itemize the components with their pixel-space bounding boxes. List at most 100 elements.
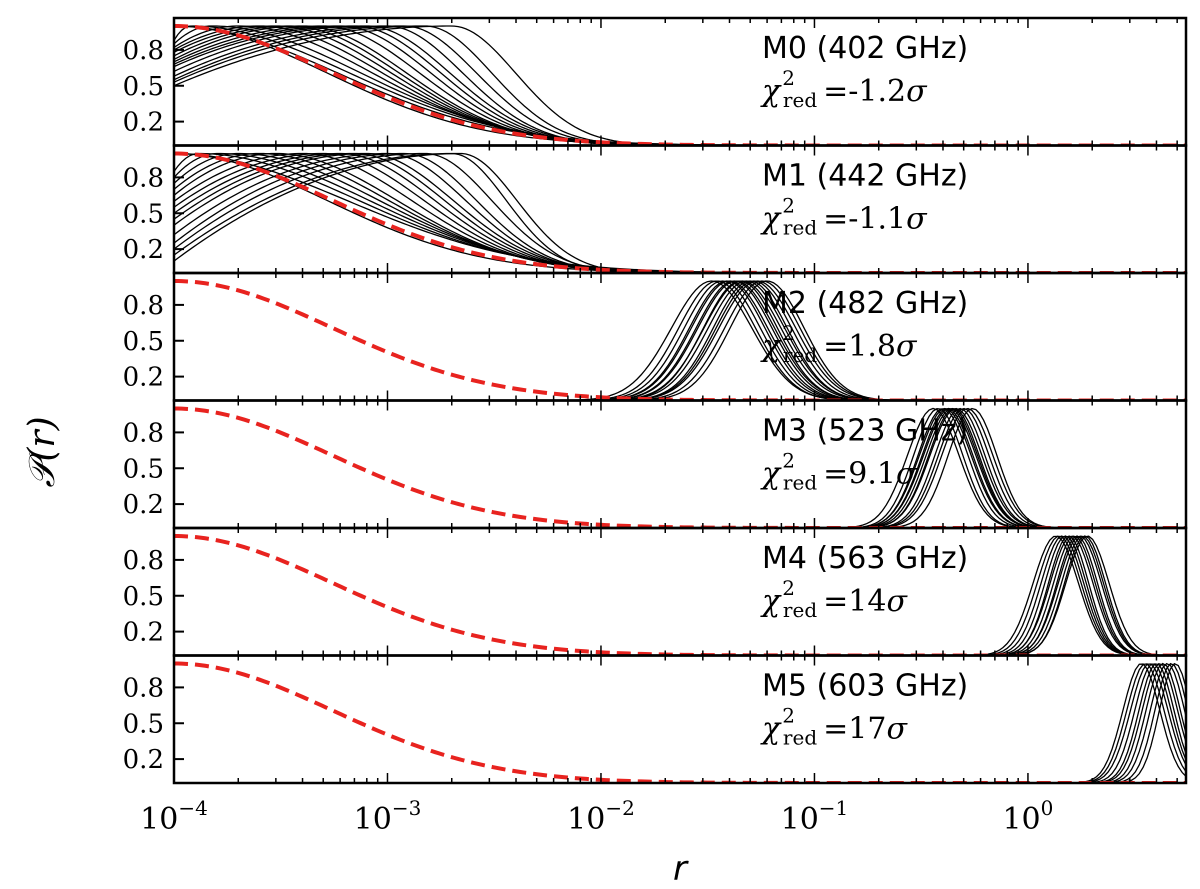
- y-tick-label: 0.5: [123, 72, 164, 102]
- series-line: [174, 152, 1186, 273]
- y-tick-label: 0.5: [123, 199, 164, 229]
- series-line: [174, 152, 1186, 273]
- series-line: [174, 152, 1186, 273]
- series-line: [174, 25, 1186, 146]
- chi-superscript: 2: [782, 704, 795, 728]
- y-axis-title: 𝒫(r): [22, 416, 63, 487]
- series-line: [174, 152, 1186, 273]
- chi-unit: σ: [896, 329, 918, 364]
- series-line: [174, 662, 1186, 783]
- panels-group: 0.20.50.8 M0 (402 GHz)χ 2 red =-1.2σ0.20.50.…: [123, 16, 1188, 785]
- chi-subscript: red: [783, 471, 817, 495]
- series-line: [174, 25, 1186, 146]
- x-tick-label: 10−1: [781, 796, 849, 837]
- chi-unit: σ: [886, 584, 908, 619]
- series-line: [174, 152, 1186, 273]
- chi-squared-label: χ 2 red =1.8σ: [760, 321, 918, 367]
- x-tick-label: 10−4: [140, 796, 208, 837]
- series-line: [174, 152, 1186, 273]
- panel-label: M4 (563 GHz): [762, 541, 968, 576]
- reference-line: [174, 24, 1186, 146]
- y-tick-label: 0.2: [123, 618, 164, 648]
- y-tick-label: 0.5: [123, 582, 164, 612]
- series-line: [174, 407, 1186, 528]
- x-axis-title: r: [673, 849, 689, 889]
- series-line: [174, 280, 1186, 401]
- series-line: [174, 152, 1186, 273]
- chi-value: =9.1: [823, 457, 896, 492]
- series-line: [174, 408, 1186, 528]
- series-line: [174, 280, 1186, 401]
- series-line: [174, 535, 1186, 656]
- panel-label: M5 (603 GHz): [762, 669, 968, 704]
- series-line: [174, 408, 1186, 528]
- chi-unit: σ: [906, 202, 928, 237]
- series-line: [174, 25, 1186, 146]
- chi-symbol: χ: [760, 457, 782, 492]
- panel-curves: [174, 151, 1186, 273]
- chi-symbol: χ: [760, 74, 782, 109]
- y-tick-label: 0.2: [123, 745, 164, 775]
- series-line: [174, 25, 1186, 146]
- series-line: [174, 663, 1186, 783]
- chi-superscript: 2: [782, 449, 795, 473]
- x-tick-label: 100: [1002, 796, 1053, 837]
- reference-line: [174, 406, 1186, 528]
- series-line: [174, 535, 1186, 656]
- series-line: [174, 535, 1186, 656]
- series-line: [174, 663, 1186, 783]
- chi-value: =-1.1: [823, 202, 906, 237]
- panel-curves: [174, 24, 1186, 146]
- series-line: [174, 662, 1186, 783]
- panel-5: 0.20.50.8 M5 (603 GHz)χ 2 red =17σ: [123, 654, 1188, 785]
- panel-curves: [174, 279, 1186, 401]
- series-line: [174, 663, 1186, 783]
- series-line: [174, 280, 1186, 401]
- series-line: [174, 25, 1186, 146]
- series-line: [174, 152, 1186, 273]
- chi-superscript: 2: [782, 66, 795, 90]
- series-line: [174, 280, 1186, 401]
- panel-label: M3 (523 GHz): [762, 414, 968, 449]
- y-tick-label: 0.8: [123, 163, 164, 193]
- series-line: [174, 280, 1186, 401]
- y-tick-label: 0.5: [123, 454, 164, 484]
- chi-symbol: χ: [760, 584, 782, 619]
- chi-squared-label: χ 2 red =9.1σ: [760, 449, 918, 495]
- y-tick-label: 0.5: [123, 709, 164, 739]
- series-line: [174, 152, 1186, 273]
- series-line: [174, 152, 1186, 273]
- y-tick-label: 0.5: [123, 327, 164, 357]
- y-tick-label: 0.8: [123, 291, 164, 321]
- chi-symbol: χ: [760, 329, 782, 364]
- series-line: [174, 25, 1186, 146]
- series-line: [174, 662, 1186, 783]
- series-line: [174, 25, 1186, 146]
- y-tick-label: 0.8: [123, 36, 164, 66]
- series-line: [174, 663, 1186, 783]
- reference-line: [174, 151, 1186, 273]
- series-line: [174, 152, 1186, 273]
- series-line: [174, 25, 1186, 146]
- series-line: [174, 663, 1186, 783]
- series-line: [174, 280, 1186, 401]
- series-line: [174, 535, 1186, 656]
- series-line: [174, 25, 1186, 146]
- series-line: [174, 408, 1186, 528]
- series-line: [174, 152, 1186, 273]
- series-line: [174, 152, 1186, 273]
- series-line: [174, 407, 1186, 528]
- panel-curves: [174, 661, 1186, 783]
- y-tick-label: 0.8: [123, 418, 164, 448]
- series-line: [174, 407, 1186, 528]
- series-line: [174, 280, 1186, 401]
- chi-superscript: 2: [782, 194, 795, 218]
- chi-superscript: 2: [782, 321, 795, 345]
- panel-frame: [172, 399, 1188, 530]
- chi-subscript: red: [783, 726, 817, 750]
- y-tick-label: 0.2: [123, 108, 164, 138]
- chi-subscript: red: [783, 598, 817, 622]
- chi-subscript: red: [783, 88, 817, 112]
- series-line: [174, 280, 1186, 401]
